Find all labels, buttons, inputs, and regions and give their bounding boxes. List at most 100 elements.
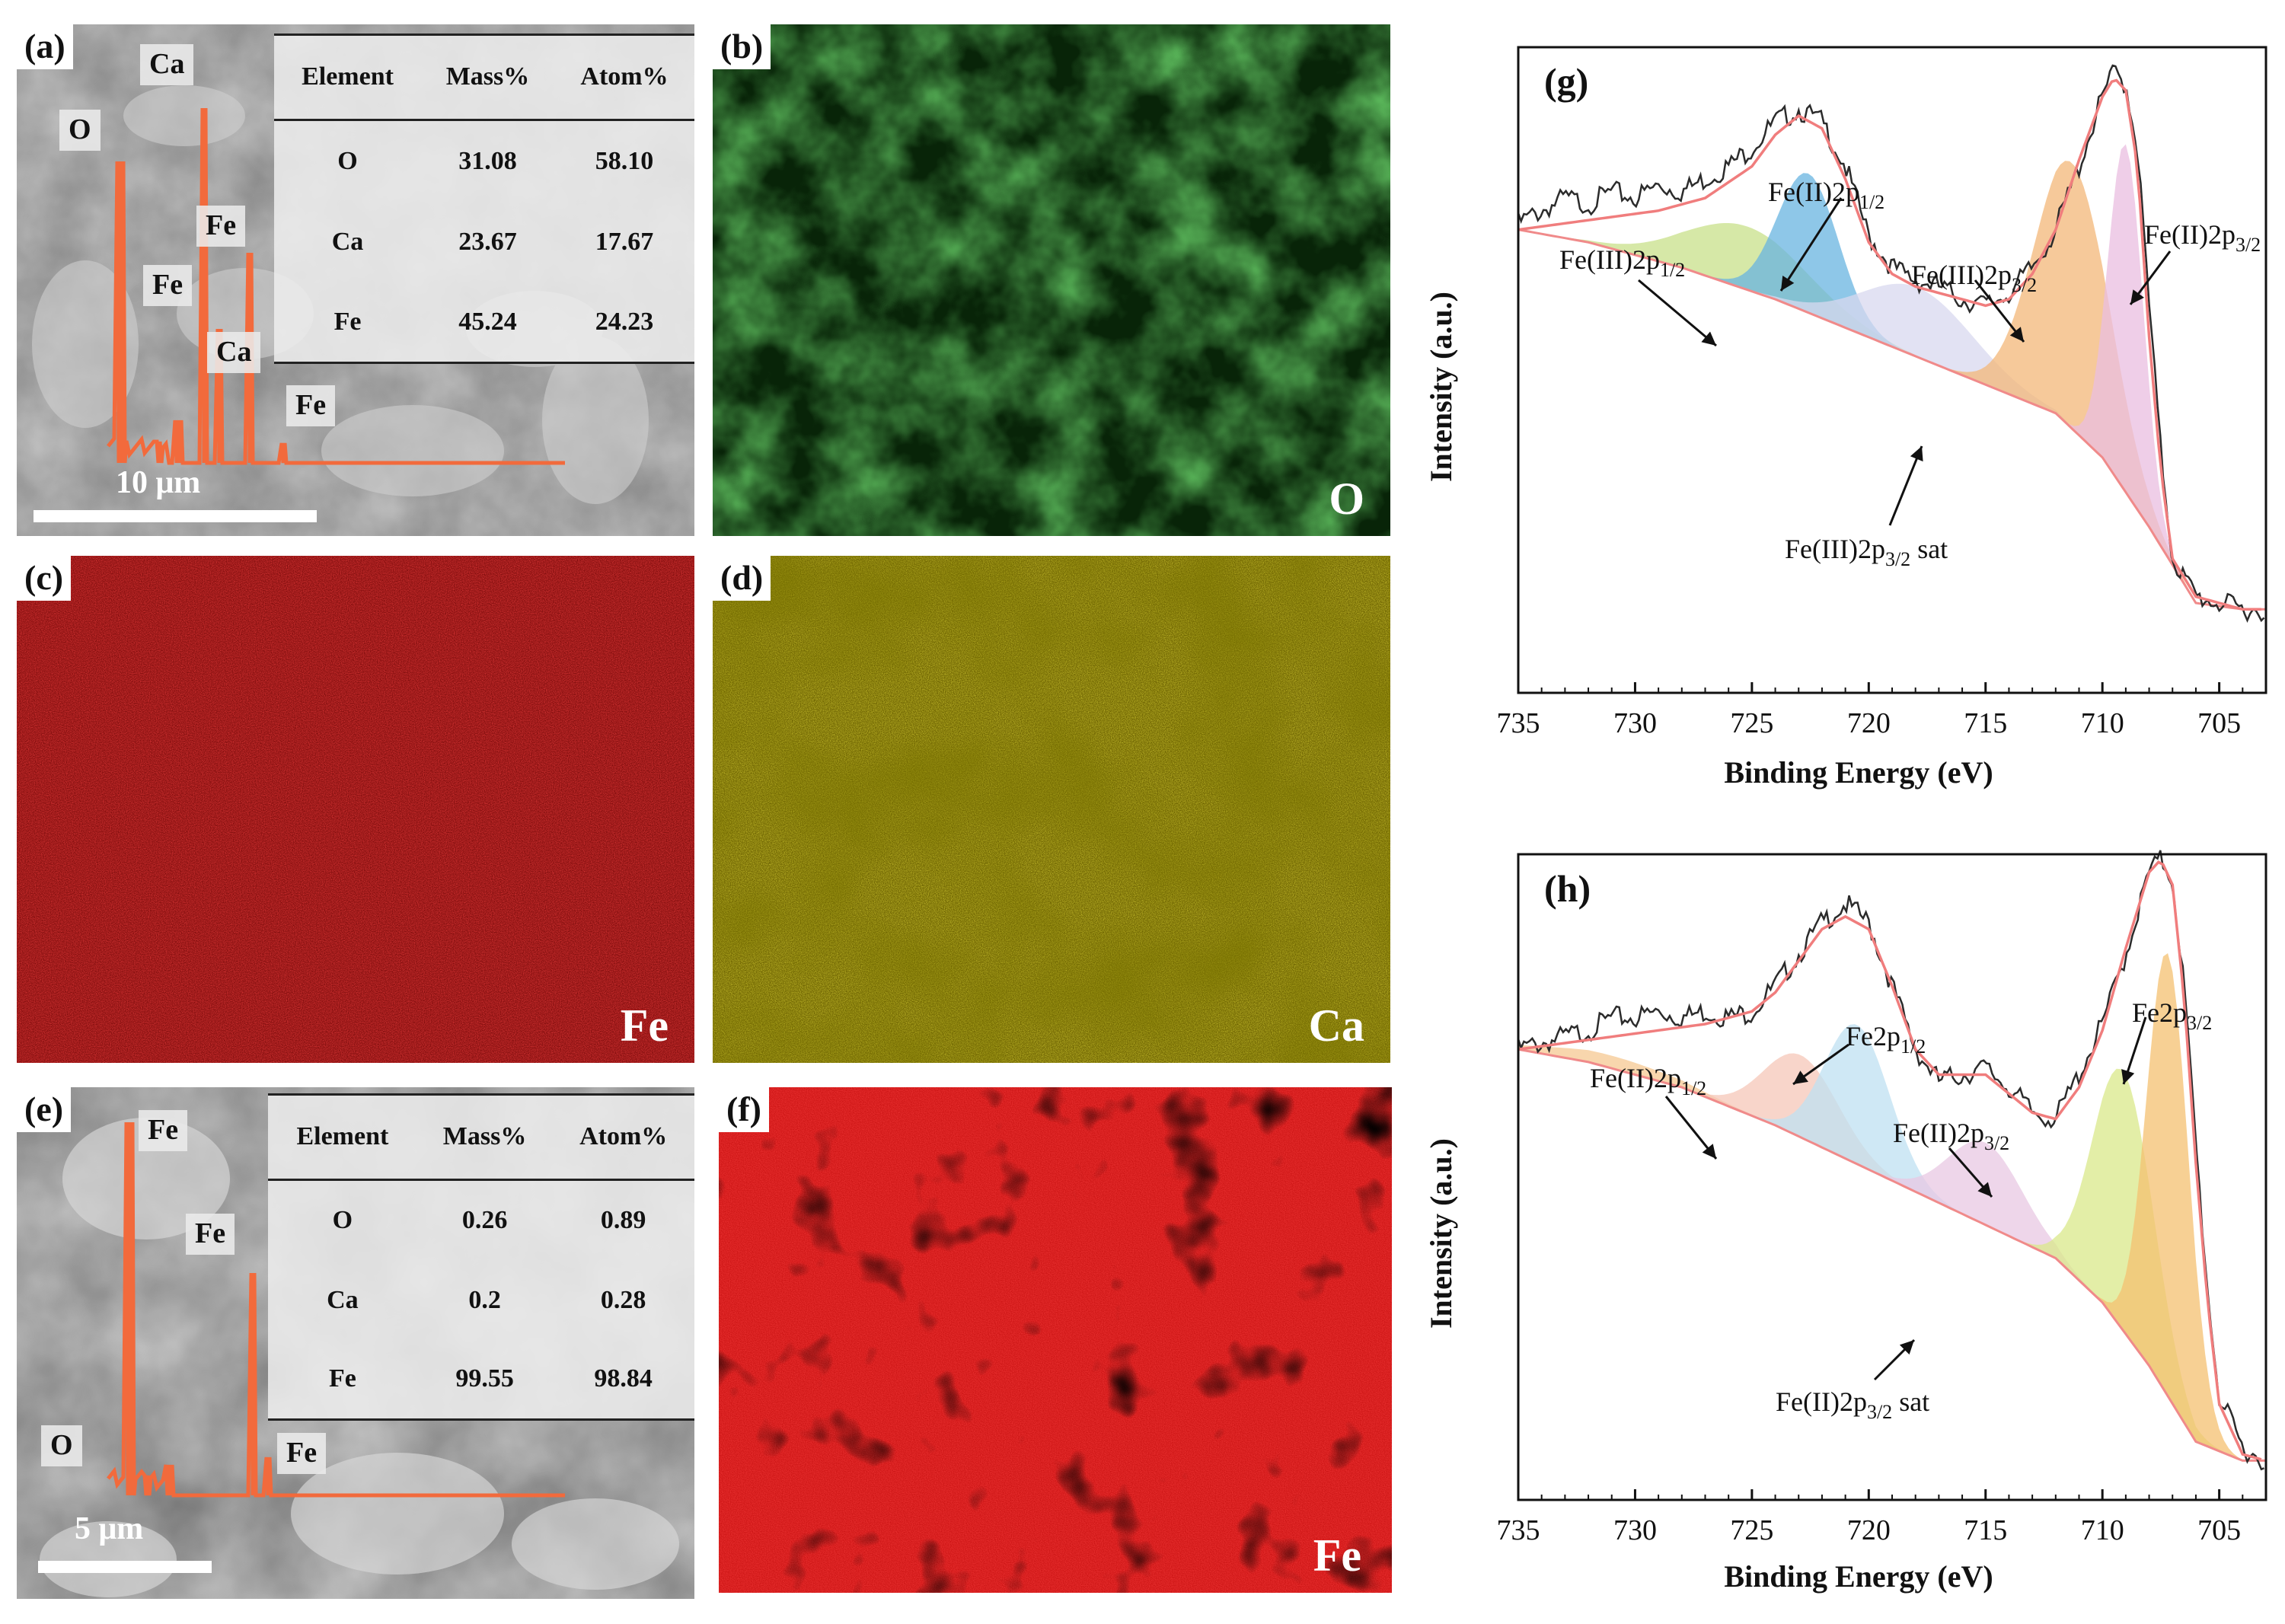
peak-annotation: Fe(II)2p1/2 <box>1590 1063 1706 1099</box>
cell: 23.67 <box>458 228 517 257</box>
fitted-peak-4 <box>1518 161 2261 610</box>
annotation-arrow <box>1888 445 1923 526</box>
element-map-fe <box>719 1087 1392 1593</box>
cell: O <box>332 1206 353 1235</box>
peak-label-fe: Fe <box>139 1110 188 1151</box>
plot-frame <box>1517 46 2267 694</box>
element-label: Fe <box>620 1000 669 1051</box>
cell: Ca <box>331 228 364 257</box>
x-tick-label: 735 <box>1497 1514 1540 1546</box>
x-tick-label: 730 <box>1613 707 1657 739</box>
x-tick-label: 720 <box>1847 1514 1891 1546</box>
peak-label-o: O <box>59 110 101 151</box>
background-line <box>1517 1048 2266 1462</box>
cell: 98.84 <box>594 1364 653 1393</box>
cell: 0.2 <box>468 1286 501 1315</box>
panel-label-e: (e) <box>17 1087 72 1132</box>
annotation-arrowhead <box>1910 446 1923 462</box>
element-label: Fe <box>1313 1530 1361 1581</box>
annotation-arrowhead <box>1899 1340 1914 1355</box>
cell: 0.89 <box>600 1206 646 1235</box>
cell: 24.23 <box>595 307 654 336</box>
annotation-arrowhead <box>2009 327 2024 342</box>
x-tick-label: 725 <box>1730 1514 1773 1546</box>
element-map-ca <box>713 556 1390 1063</box>
map-panel-f: (f) Fe <box>719 1087 1392 1593</box>
x-tick-label: 715 <box>1964 1514 2007 1546</box>
col-header: Mass% <box>442 1122 527 1151</box>
x-tick-label: 720 <box>1847 707 1891 739</box>
raw-data-line <box>1517 64 2265 624</box>
axis-title-y: Intensity (a.u.) <box>1424 1138 1458 1329</box>
element-label: O <box>1329 474 1364 524</box>
panel-label-b: (b) <box>713 24 771 69</box>
element-map-fe <box>17 556 694 1063</box>
fitted-envelope-line <box>1517 78 2261 611</box>
scale-label: 10 μm <box>116 465 201 500</box>
x-tick-label: 705 <box>2197 707 2241 739</box>
table-row: Ca 0.2 0.28 <box>268 1261 694 1339</box>
annotation-arrowhead <box>1701 331 1716 346</box>
x-tick-label: 725 <box>1730 707 1773 739</box>
map-panel-d: (d) Ca <box>713 556 1390 1063</box>
peak-annotation: Fe(II)2p1/2 <box>1768 177 1884 213</box>
peak-label-fe: Fe <box>286 385 336 426</box>
peak-label-ca: Ca <box>207 332 261 373</box>
annotation-arrowhead <box>1781 276 1795 291</box>
annotation-arrowhead <box>1793 1070 1808 1084</box>
peak-annotation: Fe(III)2p3/2 <box>1911 260 2037 296</box>
table-row: Fe 99.55 98.84 <box>268 1340 694 1418</box>
table-row: Ca 23.67 17.67 <box>274 203 694 282</box>
peak-annotation: Fe2p3/2 <box>2132 997 2212 1034</box>
axis-title-x: Binding Energy (eV) <box>1724 1559 1993 1594</box>
peak-annotation: Fe(II)2p3/2 <box>2144 219 2261 256</box>
col-header: Atom% <box>579 1122 668 1151</box>
cell: 17.67 <box>595 228 654 257</box>
cell: Fe <box>333 307 362 336</box>
cell: 45.24 <box>458 307 517 336</box>
peak-annotation: Fe(III)2p1/2 <box>1559 244 1685 281</box>
x-tick-label: 710 <box>2081 707 2124 739</box>
peak-label-fe: Fe <box>143 265 193 306</box>
peak-annotation: Fe(II)2p3/2 <box>1893 1118 2009 1154</box>
x-tick-label: 735 <box>1497 707 1540 739</box>
map-panel-b: (b) O <box>713 24 1390 536</box>
scale-bar <box>38 1561 212 1573</box>
scale-bar <box>34 510 317 522</box>
panel-label-a: (a) <box>17 24 73 69</box>
panel-label-d: (d) <box>713 556 771 601</box>
peak-label-fe: Fe <box>277 1433 327 1474</box>
element-label: Ca <box>1308 1000 1364 1051</box>
col-header: Mass% <box>445 62 530 91</box>
cell: Fe <box>328 1364 356 1393</box>
xps-chart-g: Intensity (a.u.) Binding Energy (eV) 735… <box>1424 46 2267 790</box>
fitted-peak-5 <box>1518 144 2261 610</box>
sem-panel-e: (e) Fe Fe O Fe Element Mass% Atom% O 0.26… <box>17 1087 694 1599</box>
eds-table: Element Mass% Atom% O 0.26 0.89 Ca 0.2 0.28 … <box>268 1093 694 1421</box>
x-tick-label: 705 <box>2197 1514 2241 1546</box>
peak-label-fe: Fe <box>196 206 246 247</box>
annotation-arrow <box>1638 279 1717 347</box>
x-tick-label: 715 <box>1964 707 2007 739</box>
peak-label-ca: Ca <box>140 44 194 85</box>
table-row: Fe 45.24 24.23 <box>274 282 694 362</box>
background-line <box>1517 228 2266 611</box>
sem-panel-a: (a) Ca O Fe Fe Ca Fe Element Mass% Atom%… <box>17 24 694 536</box>
cell: O <box>337 147 358 176</box>
map-panel-c: (c) Fe <box>17 556 694 1063</box>
table-row: O 0.26 0.89 <box>268 1179 694 1261</box>
fitted-envelope-line <box>1517 860 2262 1461</box>
annotation-arrowhead <box>2121 1069 2135 1084</box>
eds-spectrum <box>107 107 565 465</box>
cell: 0.26 <box>461 1206 508 1235</box>
annotation-arrowhead <box>1702 1144 1716 1159</box>
axis-title-y: Intensity (a.u.) <box>1424 292 1458 482</box>
eds-table: Element Mass% Atom% O 31.08 58.10 Ca 23.67 1… <box>274 34 694 364</box>
eds-spectrum <box>107 1121 565 1498</box>
fitted-peak-3 <box>1518 229 2261 610</box>
cell: 0.28 <box>600 1286 646 1315</box>
peak-label-o: O <box>41 1425 82 1466</box>
x-tick-label: 710 <box>2081 1514 2124 1546</box>
col-header: Element <box>296 1122 389 1151</box>
